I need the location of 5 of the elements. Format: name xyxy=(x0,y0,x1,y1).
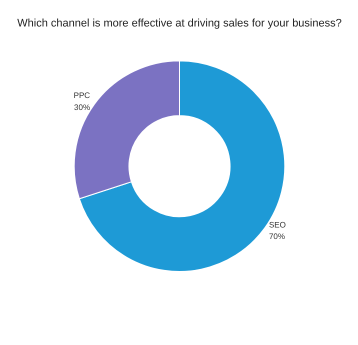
slice-label: SEO xyxy=(268,220,286,230)
slice-label: PPC xyxy=(74,91,90,100)
chart-title: Which channel is more effective at driving sales for your business? xyxy=(17,18,342,30)
data-label: 30% xyxy=(74,102,90,112)
data-label: 70% xyxy=(268,232,285,242)
